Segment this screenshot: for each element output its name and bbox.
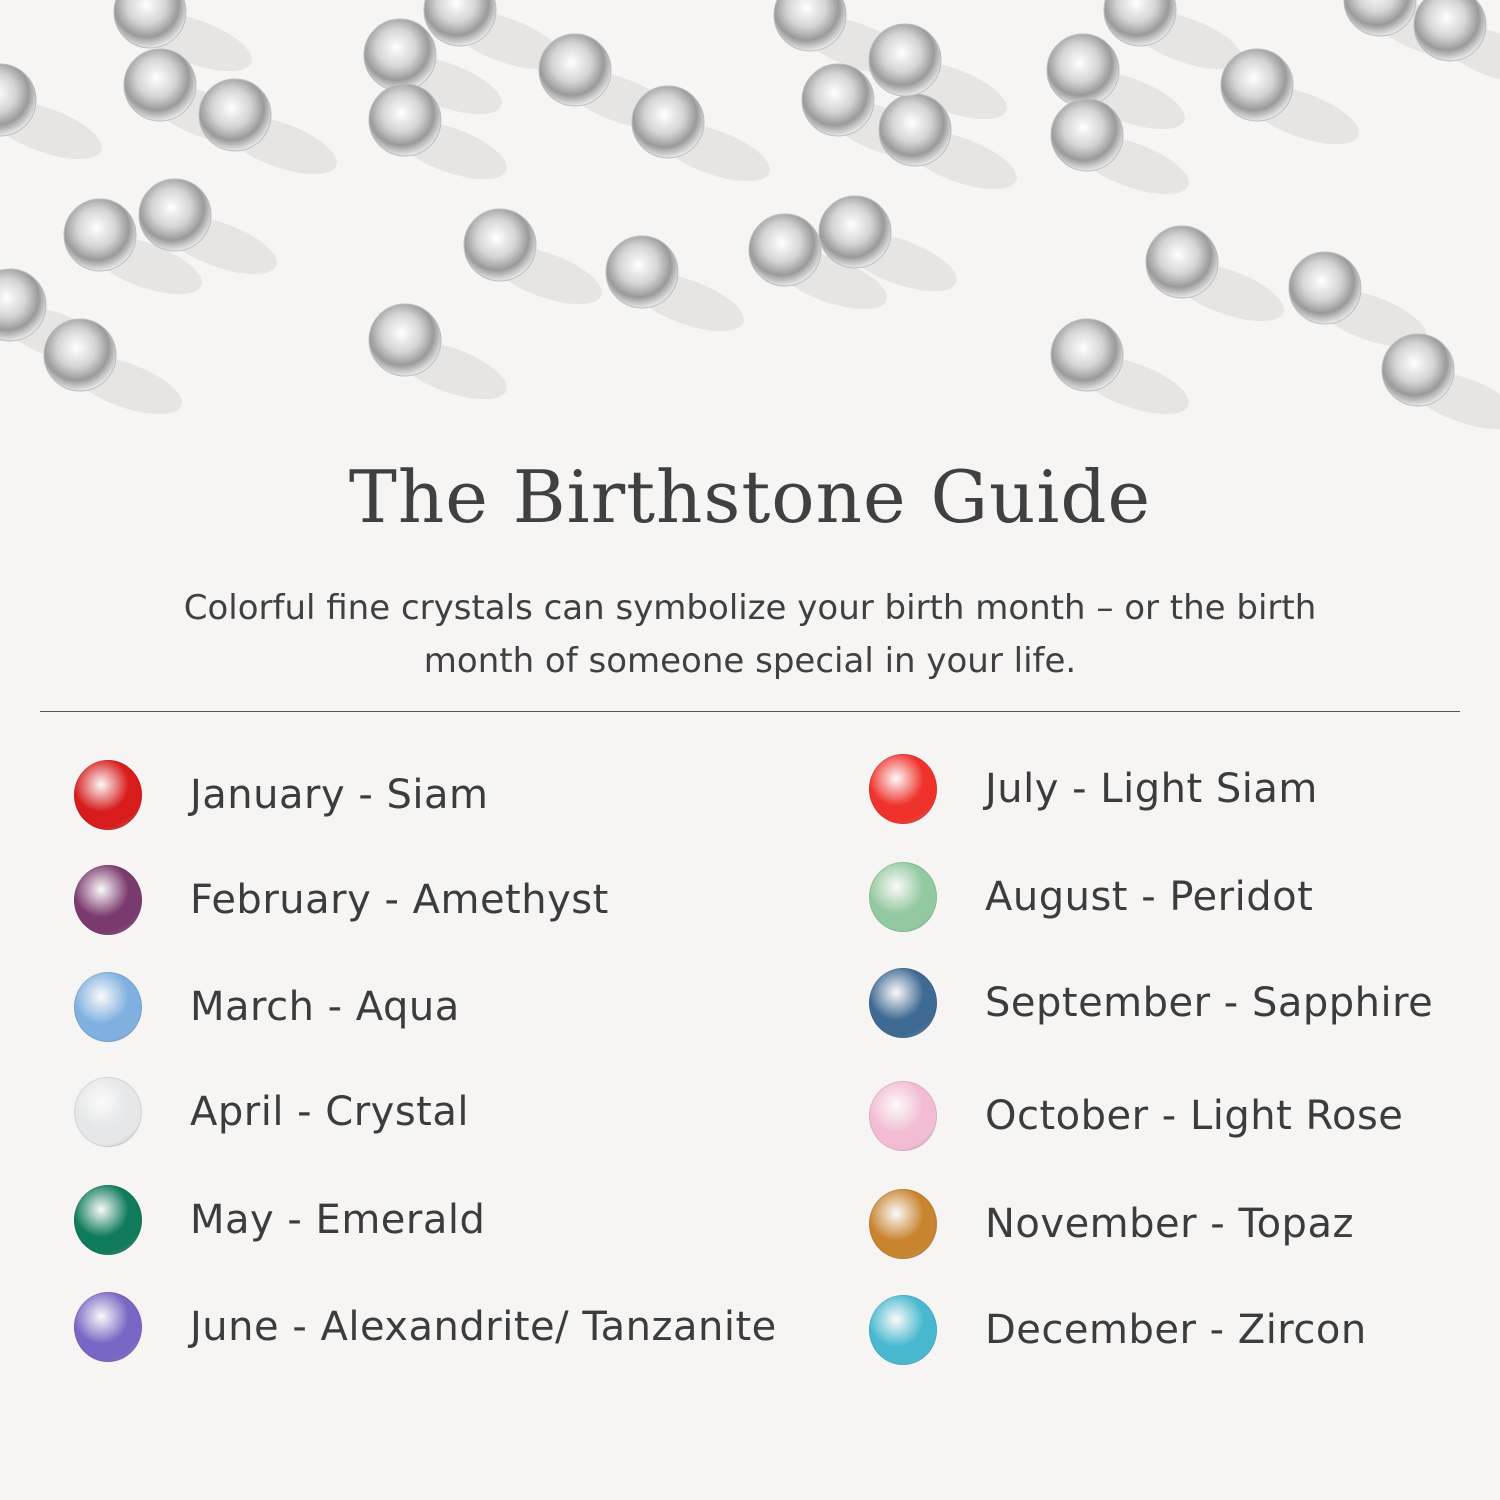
- crystal-gem: [1050, 98, 1124, 172]
- gem-swatch-icon: [74, 972, 142, 1042]
- crystal-gem: [63, 198, 137, 272]
- gem-swatch-icon: [869, 1189, 937, 1259]
- crystal-gem: [1103, 0, 1177, 47]
- crystal-gem: [1288, 251, 1362, 325]
- gem-swatch-icon: [869, 1081, 937, 1151]
- crystal-gem: [123, 48, 197, 122]
- crystal-gem: [113, 0, 187, 49]
- birthstone-label: October - Light Rose: [985, 1093, 1404, 1139]
- gem-swatch-icon: [74, 1185, 142, 1255]
- crystal-gem: [368, 303, 442, 377]
- crystal-gem: [1046, 33, 1120, 107]
- crystal-gem: [605, 235, 679, 309]
- crystal-gem: [43, 318, 117, 392]
- gem-swatch-icon: [74, 760, 142, 830]
- gem-swatch-icon: [869, 862, 937, 932]
- birthstone-item: September - Sapphire: [869, 968, 1433, 1038]
- crystal-gem: [818, 195, 892, 269]
- crystal-gem: [463, 208, 537, 282]
- subtitle-line-1: Colorful fine crystals can symbolize you…: [183, 588, 1317, 628]
- crystal-gem: [631, 85, 705, 159]
- birthstone-label: May - Emerald: [190, 1197, 486, 1243]
- crystal-gem: [1381, 333, 1455, 407]
- gem-swatch-icon: [869, 968, 937, 1038]
- crystal-gem: [801, 63, 875, 137]
- crystal-gem: [1050, 318, 1124, 392]
- birthstone-label: December - Zircon: [985, 1307, 1367, 1353]
- birthstone-item: July - Light Siam: [869, 754, 1318, 824]
- gem-swatch-icon: [74, 1292, 142, 1362]
- birthstone-item: May - Emerald: [74, 1185, 485, 1255]
- crystal-gem: [363, 18, 437, 92]
- birthstone-label: August - Peridot: [985, 874, 1314, 920]
- crystal-gem: [423, 0, 497, 47]
- divider: [40, 711, 1460, 712]
- crystal-gem: [1220, 48, 1294, 122]
- birthstone-item: June - Alexandrite/ Tanzanite: [74, 1292, 777, 1362]
- birthstone-label: February - Amethyst: [190, 877, 609, 923]
- birthstone-item: February - Amethyst: [74, 865, 609, 935]
- crystal-gem: [538, 33, 612, 107]
- birthstone-item: November - Topaz: [869, 1189, 1354, 1259]
- subtitle: Colorful fine crystals can symbolize you…: [100, 582, 1400, 688]
- birthstone-item: January - Siam: [74, 760, 488, 830]
- crystal-gem: [868, 23, 942, 97]
- gem-swatch-icon: [74, 865, 142, 935]
- decorative-crystals-image: [0, 0, 1500, 430]
- birthstone-label: July - Light Siam: [985, 766, 1318, 812]
- crystal-gem: [1145, 225, 1219, 299]
- crystal-gem: [748, 213, 822, 287]
- page-title: The Birthstone Guide: [348, 455, 1152, 539]
- birthstone-label: November - Topaz: [985, 1201, 1354, 1247]
- birthstone-item: August - Peridot: [869, 862, 1313, 932]
- crystal-gem: [1343, 0, 1417, 37]
- birthstone-item: December - Zircon: [869, 1295, 1367, 1365]
- birthstone-item: October - Light Rose: [869, 1081, 1403, 1151]
- birthstone-label: September - Sapphire: [985, 980, 1434, 1026]
- birthstone-item: April - Crystal: [74, 1077, 469, 1147]
- crystal-gem: [1413, 0, 1487, 62]
- gem-swatch-icon: [74, 1077, 142, 1147]
- crystal-gem: [198, 78, 272, 152]
- birthstone-label: March - Aqua: [190, 984, 460, 1030]
- birthstone-label: June - Alexandrite/ Tanzanite: [190, 1304, 777, 1350]
- crystal-gem: [0, 63, 37, 137]
- birthstone-label: January - Siam: [190, 772, 489, 818]
- gem-swatch-icon: [869, 754, 937, 824]
- crystal-gem: [773, 0, 847, 52]
- birthstone-item: March - Aqua: [74, 972, 460, 1042]
- crystal-gem: [878, 93, 952, 167]
- birthstone-label: April - Crystal: [190, 1089, 469, 1135]
- crystal-gem: [368, 83, 442, 157]
- crystal-gem: [138, 178, 212, 252]
- subtitle-line-2: month of someone special in your life.: [423, 641, 1077, 681]
- gem-swatch-icon: [869, 1295, 937, 1365]
- crystal-gem: [0, 268, 47, 342]
